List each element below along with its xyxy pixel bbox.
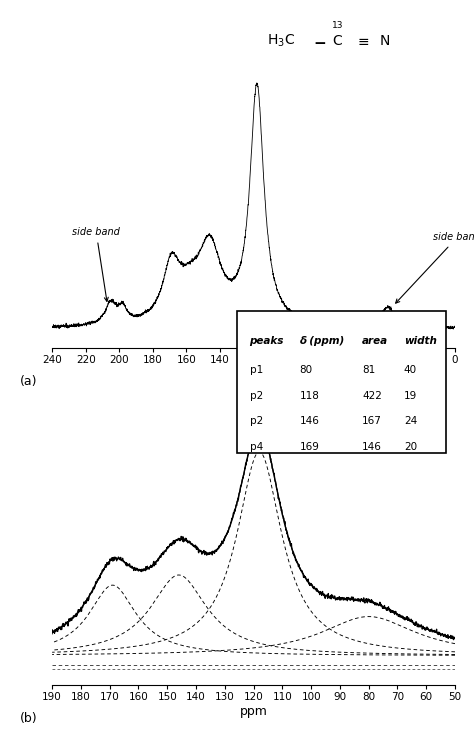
Text: side band: side band (396, 232, 474, 303)
Text: $\mathbf{-}$: $\mathbf{-}$ (313, 34, 327, 49)
Text: 40: 40 (404, 365, 417, 375)
Text: p2: p2 (249, 390, 263, 401)
Text: p4: p4 (249, 442, 263, 452)
Text: N: N (380, 34, 390, 48)
Text: p2: p2 (249, 416, 263, 426)
Text: 24: 24 (404, 416, 417, 426)
X-axis label: ppm: ppm (240, 705, 267, 718)
Text: area: area (362, 336, 388, 347)
Text: 80: 80 (300, 365, 313, 375)
Text: 81: 81 (362, 365, 375, 375)
Text: (b): (b) (20, 712, 37, 725)
Text: width: width (404, 336, 437, 347)
Text: H$_3$C: H$_3$C (267, 33, 295, 49)
Text: δ (ppm): δ (ppm) (300, 336, 344, 347)
Text: $\equiv$: $\equiv$ (355, 34, 370, 48)
Text: 19: 19 (404, 390, 417, 401)
X-axis label: ppm: ppm (240, 368, 267, 381)
FancyBboxPatch shape (237, 311, 446, 453)
Text: side band: side band (72, 228, 120, 301)
Text: 20: 20 (404, 442, 417, 452)
Text: 118: 118 (300, 390, 319, 401)
Text: peaks: peaks (249, 336, 284, 347)
Text: C: C (332, 34, 342, 48)
Text: 169: 169 (300, 442, 319, 452)
Text: 167: 167 (362, 416, 382, 426)
Text: 13: 13 (332, 21, 344, 30)
Text: 146: 146 (300, 416, 319, 426)
Text: p1: p1 (249, 365, 263, 375)
Text: 146: 146 (362, 442, 382, 452)
Text: 422: 422 (362, 390, 382, 401)
Text: (a): (a) (20, 375, 37, 388)
